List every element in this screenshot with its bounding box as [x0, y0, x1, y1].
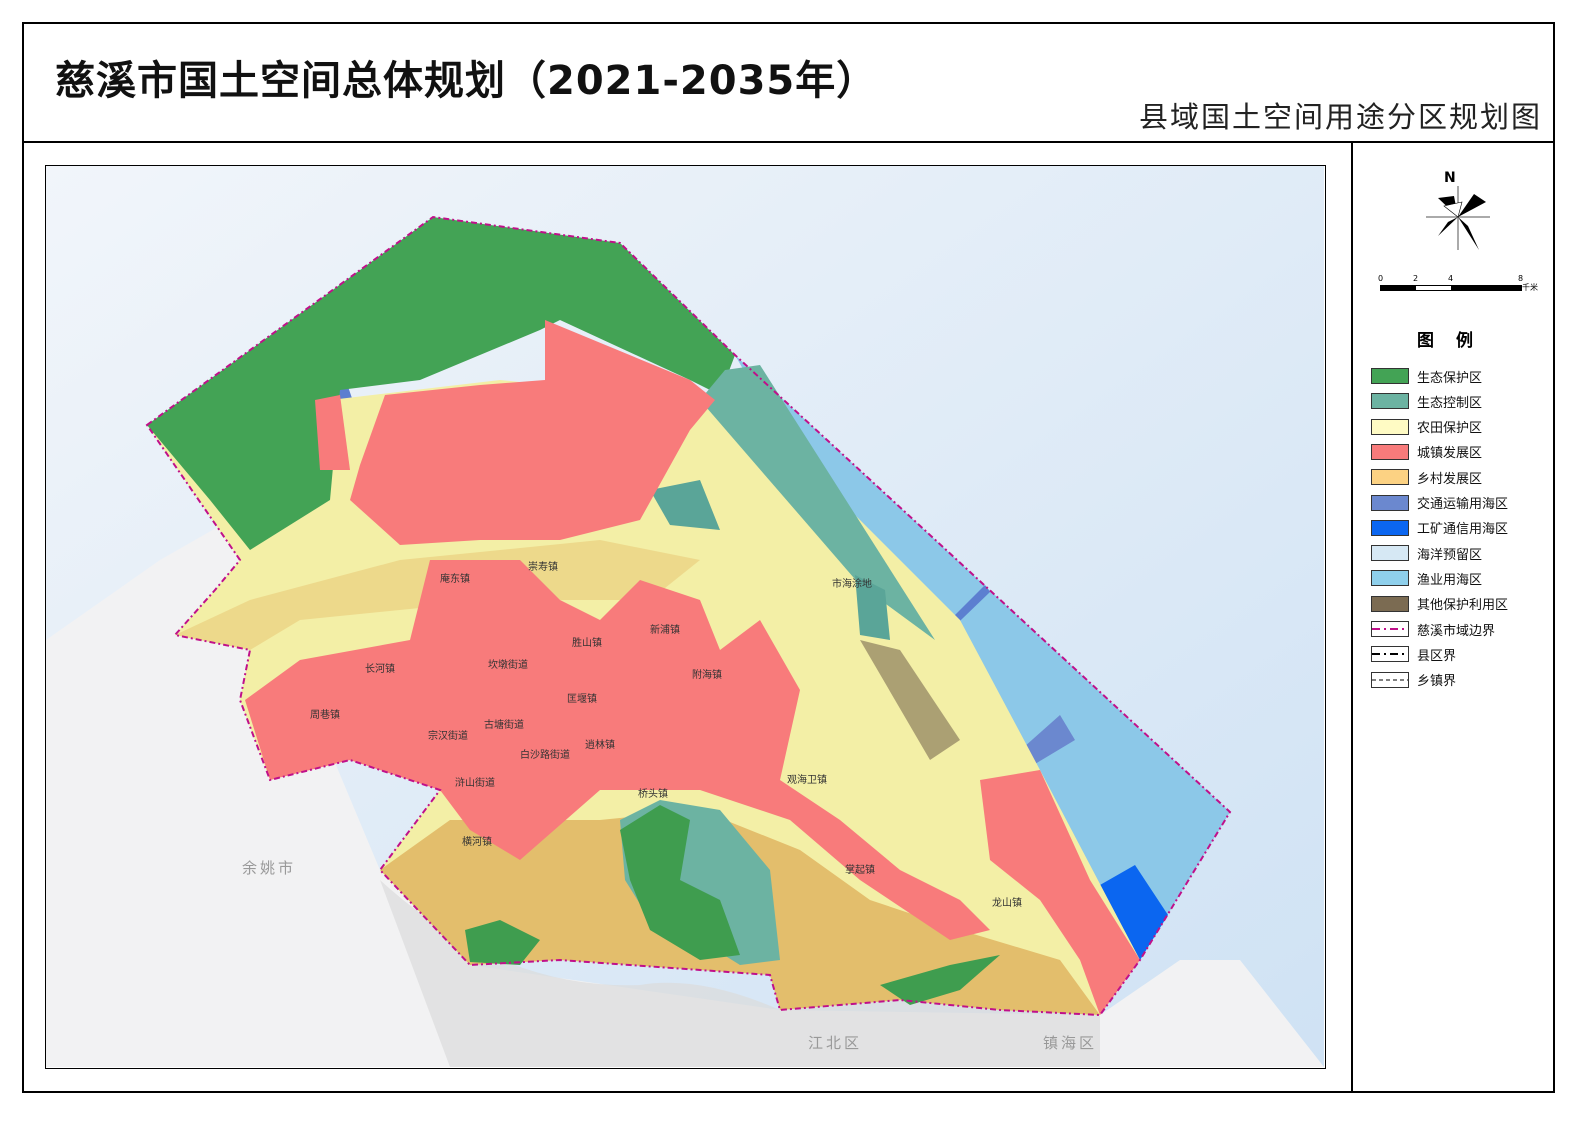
- legend-item: 其他保护利用区: [1371, 595, 1508, 613]
- legend-item: 工矿通信用海区: [1371, 519, 1508, 537]
- legend-title: 图 例: [1417, 331, 1481, 351]
- zone-eco-protection-south: [620, 805, 740, 960]
- zone-urban-east: [980, 770, 1140, 1015]
- zone-urban-north: [350, 320, 715, 545]
- page-title: 慈溪市国土空间总体规划（2021-2035年）: [55, 58, 878, 104]
- town-label: 附海镇: [692, 668, 722, 681]
- compass-north-label: N: [1444, 170, 1456, 186]
- town-label: 市海涂地: [832, 577, 872, 590]
- town-label: 崇寿镇: [528, 560, 558, 573]
- legend-label: 城镇发展区: [1417, 446, 1483, 462]
- legend-swatch: [1371, 469, 1409, 486]
- neighbor-label-yuyao: 余姚市: [242, 859, 296, 877]
- legend-item: 乡镇界: [1371, 671, 1456, 689]
- legend-label: 县区界: [1417, 648, 1457, 664]
- legend-label: 生态控制区: [1417, 395, 1483, 411]
- city-boundary: [145, 215, 1232, 1017]
- town-label: 宗汉街道: [428, 729, 468, 742]
- town-label: 长河镇: [365, 662, 395, 675]
- town-label: 胜山镇: [572, 636, 602, 649]
- scale-tick: 0: [1378, 274, 1384, 283]
- zone-urban-northwest: [315, 395, 350, 470]
- land-background: [46, 520, 1324, 1067]
- scale-unit: 千米: [1522, 283, 1538, 292]
- legend-label: 乡村发展区: [1417, 471, 1483, 487]
- legend-label: 农田保护区: [1417, 421, 1483, 437]
- legend-swatch: [1371, 443, 1409, 460]
- town-labels: 庵东镇 崇寿镇 长河镇 周巷镇 宗汉街道 坎墩街道 古塘街道 白沙路街道 浒山街…: [310, 560, 1022, 909]
- legend-swatch: [1371, 621, 1409, 637]
- north-arrow-icon: [1426, 186, 1490, 250]
- zone-eco-protection-north: [147, 217, 735, 550]
- zone-industrial-sea: [1100, 865, 1168, 960]
- legend-item: 渔业用海区: [1371, 569, 1483, 588]
- legend-item: 县区界: [1371, 645, 1457, 664]
- legend-label: 工矿通信用海区: [1417, 522, 1509, 538]
- legend-swatch: [1371, 393, 1409, 410]
- legend-swatch: [1371, 646, 1409, 663]
- legend-item: 城镇发展区: [1371, 443, 1482, 461]
- page-subtitle: 县域国土空间用途分区规划图: [1138, 100, 1542, 134]
- town-label: 周巷镇: [310, 708, 340, 721]
- map-outer-border: [22, 141, 1353, 1093]
- legend-swatch: [1371, 671, 1409, 688]
- zone-eco-control-reservoir: [650, 480, 720, 530]
- legend-swatch: [1371, 570, 1409, 587]
- town-label: 掌起镇: [845, 863, 875, 876]
- legend-item: 生态保护区: [1371, 367, 1483, 386]
- town-label: 浒山街道: [455, 776, 495, 789]
- legend-item: 慈溪市域边界: [1371, 620, 1496, 639]
- zone-other-use: [860, 640, 960, 760]
- map-inner-border: [45, 165, 1326, 1069]
- legend-label: 交通运输用海区: [1417, 497, 1509, 512]
- legend-label: 海洋预留区: [1417, 547, 1483, 563]
- legend-item: 生态控制区: [1371, 392, 1483, 411]
- town-label: 白沙路街道: [520, 748, 570, 761]
- town-label: 匡堰镇: [567, 692, 597, 705]
- town-label: 桥头镇: [638, 787, 668, 800]
- scale-tick: 8: [1518, 274, 1524, 283]
- legend-label: 生态保护区: [1417, 370, 1483, 386]
- zone-eco-control-coast: [700, 365, 935, 640]
- zone-eco-protection-southeast: [880, 955, 1000, 1005]
- town-label: 逍林镇: [585, 738, 615, 751]
- legend-panel: N 0 2 4 8 千米 图 例 生态保护区生态控制区农田保护区城镇发展区乡村发…: [1354, 144, 1552, 1090]
- town-label: 横河镇: [462, 835, 492, 848]
- town-label: 观海卫镇: [787, 773, 827, 786]
- scale-tick: 4: [1448, 274, 1454, 283]
- zone-eco-control-lake: [855, 575, 890, 640]
- town-label: 庵东镇: [440, 572, 470, 585]
- legend-swatch: [1371, 595, 1409, 612]
- town-label: 龙山镇: [992, 896, 1022, 909]
- legend-label: 慈溪市域边界: [1417, 623, 1496, 639]
- legend-item: 海洋预留区: [1371, 544, 1483, 563]
- legend-swatch: [1371, 368, 1409, 384]
- mountain-shade: [380, 880, 1100, 1067]
- legend-label: 其他保护利用区: [1417, 598, 1509, 614]
- zone-fishery-sea: [735, 355, 1230, 960]
- town-label: 坎墩街道: [488, 658, 528, 671]
- neighbor-label-jiangbei: 江北区: [808, 1034, 862, 1052]
- legend-item: 交通运输用海区: [1371, 494, 1508, 512]
- legend-swatch: [1371, 519, 1409, 536]
- neighbor-label-zhenhai: 镇海区: [1043, 1034, 1097, 1052]
- legend-label: 渔业用海区: [1417, 572, 1483, 588]
- zone-eco-protection-southwest: [465, 920, 540, 965]
- legend-swatch: [1371, 545, 1409, 562]
- town-label: 新浦镇: [650, 623, 680, 636]
- land-use-map[interactable]: 庵东镇 崇寿镇 长河镇 周巷镇 宗汉街道 坎墩街道 古塘街道 白沙路街道 浒山街…: [46, 166, 1324, 1067]
- town-label: 古塘街道: [484, 718, 524, 731]
- legend-label: 乡镇界: [1417, 674, 1457, 690]
- legend-item: 乡村发展区: [1371, 468, 1483, 487]
- zone-urban-central: [245, 560, 990, 940]
- scale-tick: 2: [1413, 274, 1419, 283]
- legend-item: 农田保护区: [1371, 418, 1482, 436]
- legend-swatch: [1371, 494, 1409, 511]
- legend-swatch: [1371, 418, 1409, 435]
